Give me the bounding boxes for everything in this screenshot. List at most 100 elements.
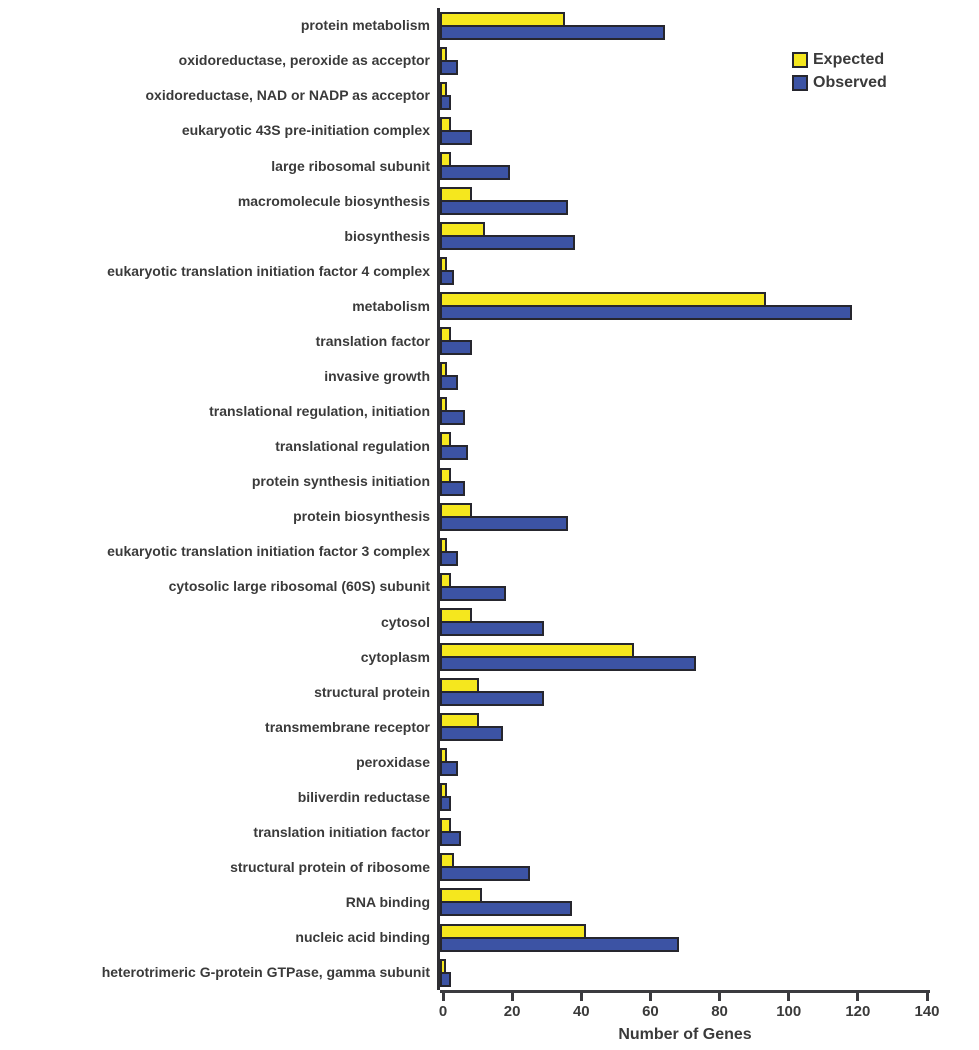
bar-group xyxy=(437,744,924,780)
expected-swatch-icon xyxy=(792,52,808,68)
bar-group xyxy=(437,323,924,359)
category-label: invasive growth xyxy=(324,367,430,384)
chart-row: translation initiation factor xyxy=(0,814,927,850)
chart-row: peroxidase xyxy=(0,744,927,780)
chart-row: protein metabolism xyxy=(0,8,927,44)
bar-group xyxy=(437,288,924,324)
category-label: peroxidase xyxy=(356,753,430,770)
bar-group xyxy=(437,183,924,219)
observed-bar xyxy=(440,340,472,356)
chart-row: eukaryotic translation initiation factor… xyxy=(0,534,927,570)
category-label: metabolism xyxy=(352,297,430,314)
x-tick-label: 20 xyxy=(503,1003,521,1020)
x-axis-line xyxy=(440,990,930,993)
observed-bar xyxy=(440,235,576,250)
category-label: cytosolic large ribosomal (60S) subunit xyxy=(168,578,430,595)
bar-group xyxy=(437,569,924,605)
observed-bar xyxy=(440,866,531,882)
observed-bar xyxy=(440,620,545,636)
category-label: oxidoreductase, NAD or NADP as acceptor xyxy=(145,87,431,104)
observed-bar xyxy=(440,59,458,75)
legend-label-observed: Observed xyxy=(813,74,887,91)
bar-group xyxy=(437,148,924,184)
bar-group xyxy=(437,218,924,254)
x-tick-label: 100 xyxy=(776,1003,802,1020)
x-tick xyxy=(856,993,860,1001)
bar-group xyxy=(437,849,924,885)
bar-group xyxy=(437,814,924,850)
category-label: eukaryotic translation initiation factor… xyxy=(107,262,430,279)
chart-row: structural protein xyxy=(0,674,927,710)
observed-bar xyxy=(440,445,469,461)
bar-group xyxy=(437,779,924,815)
bar-group xyxy=(437,884,924,921)
category-label: translational regulation xyxy=(275,438,430,455)
chart-row: eukaryotic translation initiation factor… xyxy=(0,253,927,289)
observed-bar xyxy=(440,691,545,707)
x-tick-label: 0 xyxy=(438,1003,448,1020)
bar-group xyxy=(437,920,924,956)
bar-group xyxy=(437,358,924,394)
observed-bar xyxy=(440,585,507,601)
category-label: translation initiation factor xyxy=(253,823,430,840)
bar-group xyxy=(437,8,924,44)
chart-row: heterotrimeric G-protein GTPase, gamma s… xyxy=(0,955,927,991)
chart-row: protein synthesis initiation xyxy=(0,464,927,500)
chart-row: cytoplasm xyxy=(0,639,927,675)
observed-bar xyxy=(440,410,465,426)
bar-group xyxy=(437,955,924,991)
chart-row: cytosolic large ribosomal (60S) subunit xyxy=(0,569,927,605)
x-tick xyxy=(648,993,652,1001)
x-tick xyxy=(579,993,583,1001)
observed-bar xyxy=(440,971,451,987)
category-label: oxidoreductase, peroxide as acceptor xyxy=(178,52,430,69)
category-label: biosynthesis xyxy=(344,227,430,244)
chart-row: translation factor xyxy=(0,323,927,359)
x-tick-label: 140 xyxy=(914,1003,940,1020)
chart-row: oxidoreductase, NAD or NADP as acceptor xyxy=(0,78,927,114)
chart-row: oxidoreductase, peroxide as acceptor xyxy=(0,43,927,79)
x-tick xyxy=(787,993,791,1001)
bar-group xyxy=(437,464,924,500)
bar-group xyxy=(437,253,924,289)
category-label: heterotrimeric G-protein GTPase, gamma s… xyxy=(101,964,430,981)
bar-group xyxy=(437,639,924,675)
category-label: cytoplasm xyxy=(360,648,430,665)
chart-row: nucleic acid binding xyxy=(0,920,927,956)
observed-bar xyxy=(440,796,451,812)
chart-row: eukaryotic 43S pre-initiation complex xyxy=(0,113,927,149)
chart-row: biosynthesis xyxy=(0,218,927,254)
x-tick xyxy=(441,993,445,1001)
x-tick xyxy=(925,993,929,1001)
chart-row: macromolecule biosynthesis xyxy=(0,183,927,219)
chart-row: translational regulation xyxy=(0,428,927,465)
observed-bar xyxy=(440,94,451,110)
category-label: protein metabolism xyxy=(300,17,430,34)
bar-group xyxy=(437,604,924,640)
category-label: translation factor xyxy=(315,332,430,349)
observed-bar xyxy=(440,375,458,391)
chart-row: metabolism xyxy=(0,288,927,324)
observed-bar xyxy=(440,936,680,952)
category-label: protein synthesis initiation xyxy=(251,473,430,490)
chart-row: cytosol xyxy=(0,604,927,640)
x-tick xyxy=(718,993,722,1001)
chart-row: invasive growth xyxy=(0,358,927,394)
x-tick-label: 60 xyxy=(642,1003,659,1020)
legend-label-expected: Expected xyxy=(813,51,885,68)
observed-bar xyxy=(440,515,569,531)
legend-item-expected: Expected xyxy=(792,52,887,68)
category-label: structural protein of ribosome xyxy=(230,859,430,876)
bar-group xyxy=(437,499,924,535)
observed-bar xyxy=(440,655,697,671)
observed-swatch-icon xyxy=(792,75,808,91)
category-label: macromolecule biosynthesis xyxy=(237,192,430,209)
category-label: large ribosomal subunit xyxy=(271,157,430,174)
category-label: nucleic acid binding xyxy=(295,929,430,946)
category-label: protein biosynthesis xyxy=(293,508,430,525)
bar-group xyxy=(437,43,924,79)
observed-bar xyxy=(440,129,472,145)
category-label: structural protein xyxy=(314,683,430,700)
observed-bar xyxy=(440,24,666,40)
